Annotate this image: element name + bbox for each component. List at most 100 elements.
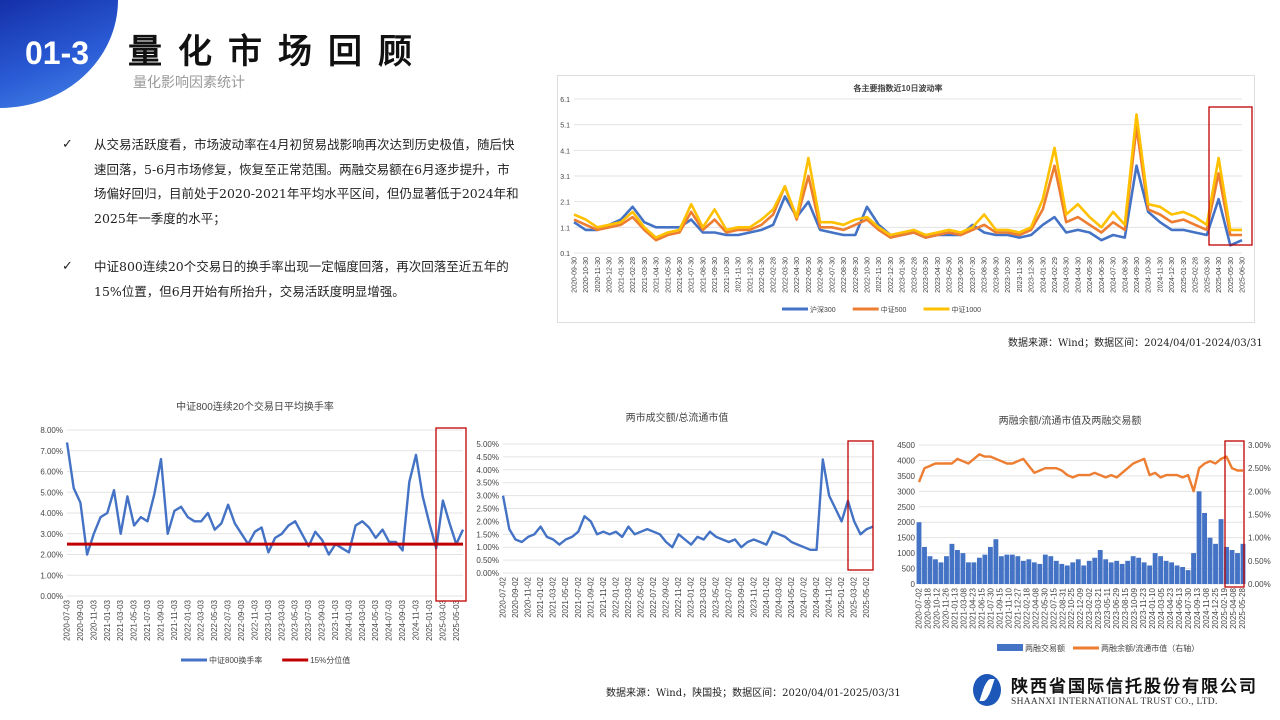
y-tick-label: 0 bbox=[911, 580, 916, 589]
x-tick-label: 2020-08-18 bbox=[923, 587, 932, 628]
x-tick-label: 2023-09-30 bbox=[993, 257, 1000, 293]
x-tick-label: 2024-05-02 bbox=[787, 576, 796, 617]
x-tick-label: 2024-08-30 bbox=[1122, 257, 1129, 293]
bar bbox=[1147, 565, 1153, 584]
x-tick-label: 2025-05-02 bbox=[862, 576, 871, 617]
y-tick-label: 5.00% bbox=[476, 440, 499, 449]
x-tick-label: 2020-10-30 bbox=[583, 257, 590, 293]
x-tick-label: 2024-07-30 bbox=[1184, 587, 1193, 628]
x-tick-label: 2022-08-31 bbox=[1058, 587, 1067, 628]
y2-tick-label: 3.00% bbox=[1248, 441, 1271, 450]
x-tick-label: 2021-09-02 bbox=[586, 576, 595, 617]
legend-label: 两融余额/流通市值（右轴） bbox=[1101, 643, 1199, 653]
company-logo: 陕西省国际信托股份有限公司 SHAANXI INTERNATIONAL TRUS… bbox=[973, 672, 1258, 707]
x-tick-label: 2022-09-02 bbox=[662, 576, 671, 617]
y-tick-label: 3.50% bbox=[476, 479, 499, 488]
y-tick-label: 1000 bbox=[897, 549, 915, 558]
bar bbox=[1070, 562, 1076, 584]
y-tick-label: 2.50% bbox=[476, 505, 499, 514]
logo-name-cn: 陕西省国际信托股份有限公司 bbox=[1011, 677, 1258, 697]
x-tick-label: 2024-11-08 bbox=[1202, 587, 1211, 628]
x-tick-label: 2020-10-12 bbox=[932, 587, 941, 628]
x-tick-label: 2020-09-02 bbox=[511, 576, 520, 617]
source-note-top: 数据来源：Wind；数据区间：2024/04/01-2024/03/31 bbox=[1008, 338, 1263, 349]
bar bbox=[976, 557, 982, 584]
check-icon: ✓ bbox=[62, 137, 73, 152]
x-tick-label: 2021-07-30 bbox=[986, 587, 995, 628]
x-tick-label: 2024-12-30 bbox=[1169, 257, 1176, 293]
x-tick-label: 2025-02-28 bbox=[1193, 257, 1200, 293]
x-tick-label: 2025-04-08 bbox=[1229, 587, 1238, 628]
x-tick-label: 2021-09-30 bbox=[712, 257, 719, 293]
y-tick-label: 6.00% bbox=[40, 468, 63, 477]
x-tick-label: 2022-07-02 bbox=[649, 576, 658, 617]
bar bbox=[1136, 557, 1142, 584]
x-tick-label: 2021-11-03 bbox=[170, 599, 179, 640]
y2-tick-label: 1.00% bbox=[1248, 534, 1271, 543]
x-tick-label: 2025-01-30 bbox=[1181, 257, 1188, 293]
y-tick-label: 4.50% bbox=[476, 453, 499, 462]
bar bbox=[1086, 560, 1092, 584]
x-tick-label: 2021-05-30 bbox=[665, 257, 672, 293]
series-line bbox=[501, 458, 874, 551]
bar bbox=[1015, 556, 1021, 584]
bar bbox=[1081, 565, 1087, 584]
x-tick-label: 2021-04-30 bbox=[654, 257, 661, 293]
x-tick-label: 2020-07-02 bbox=[499, 576, 508, 617]
y2-tick-label: 0.00% bbox=[1248, 580, 1271, 589]
x-tick-label: 2024-12-25 bbox=[1211, 587, 1220, 628]
chart-title: 各主要指数近10日波动率 bbox=[853, 83, 943, 93]
y-tick-label: 4.1 bbox=[560, 148, 570, 155]
volatility-chart-frame bbox=[557, 75, 1255, 323]
x-tick-label: 2022-12-09 bbox=[1076, 587, 1085, 628]
x-tick-label: 2025-05-30 bbox=[1228, 257, 1235, 293]
bar bbox=[998, 556, 1004, 584]
x-tick-label: 2020-09-30 bbox=[572, 257, 579, 293]
x-tick-label: 2021-09-03 bbox=[156, 599, 165, 640]
bar bbox=[955, 550, 960, 584]
bar bbox=[1224, 546, 1229, 584]
bar bbox=[1009, 554, 1015, 584]
y-tick-label: 8.00% bbox=[40, 426, 63, 435]
y-tick-label: 6.1 bbox=[560, 97, 570, 104]
x-tick-label: 2023-10-30 bbox=[1005, 257, 1012, 293]
bar bbox=[1130, 556, 1136, 584]
x-tick-label: 2024-04-30 bbox=[1075, 257, 1082, 293]
x-tick-label: 2020-07-02 bbox=[915, 587, 924, 628]
bar bbox=[922, 546, 927, 584]
x-tick-label: 2021-02-28 bbox=[630, 257, 637, 293]
bar bbox=[1174, 565, 1180, 584]
y-tick-label: 0.1 bbox=[560, 251, 570, 258]
bar bbox=[1119, 563, 1125, 584]
bar bbox=[944, 556, 949, 584]
x-tick-label: 2023-05-11 bbox=[1103, 587, 1112, 628]
x-tick-label: 2023-04-30 bbox=[935, 257, 942, 293]
x-tick-label: 2021-04-23 bbox=[968, 587, 977, 628]
bar bbox=[927, 556, 933, 584]
x-tick-label: 2020-11-02 bbox=[524, 576, 533, 617]
bar bbox=[1114, 560, 1120, 584]
x-tick-label: 2023-03-03 bbox=[277, 599, 286, 640]
highlight-box bbox=[1208, 106, 1253, 246]
y2-tick-label: 2.00% bbox=[1248, 487, 1271, 496]
x-tick-label: 2020-12-30 bbox=[607, 257, 614, 293]
y-tick-label: 2.00% bbox=[476, 517, 499, 526]
legend-swatch bbox=[997, 644, 1023, 651]
x-tick-label: 2020-07-03 bbox=[63, 599, 72, 640]
x-tick-label: 2025-05-28 bbox=[1238, 587, 1247, 628]
x-tick-label: 2025-03-02 bbox=[850, 576, 859, 617]
x-tick-label: 2021-10-30 bbox=[724, 257, 731, 293]
x-tick-label: 2023-11-30 bbox=[1017, 257, 1024, 292]
y-tick-label: 4000 bbox=[897, 456, 915, 465]
y-tick-label: 4500 bbox=[897, 441, 915, 450]
series-line bbox=[65, 442, 465, 556]
bar bbox=[1202, 512, 1207, 584]
x-tick-label: 2021-01-30 bbox=[618, 257, 625, 293]
x-tick-label: 2024-07-30 bbox=[1111, 257, 1118, 293]
x-tick-label: 2021-03-03 bbox=[116, 599, 125, 640]
x-tick-label: 2023-05-02 bbox=[712, 576, 721, 617]
y-tick-label: 2.1 bbox=[560, 200, 570, 207]
y-tick-label: 5.00% bbox=[40, 488, 63, 497]
x-tick-label: 2023-02-02 bbox=[1085, 587, 1094, 628]
